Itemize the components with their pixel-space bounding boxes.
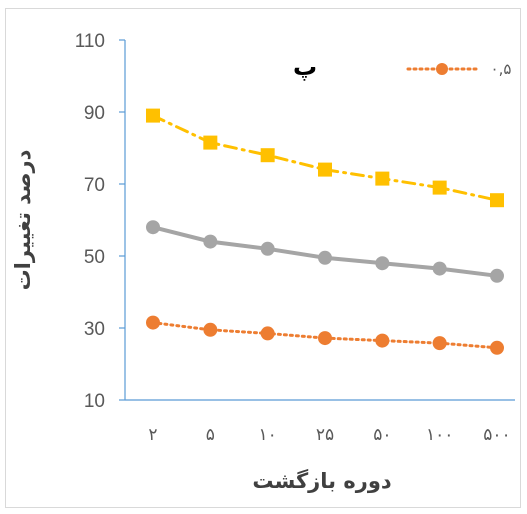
data-point [203, 234, 218, 249]
y-tick-label: 50 [84, 247, 105, 268]
legend: ۰,۵ [406, 60, 512, 78]
data-point [490, 268, 504, 283]
data-point [432, 261, 447, 276]
series-2 [146, 108, 504, 208]
data-point [375, 171, 390, 186]
x-axis: ۲ ۵ ۱۰ ۲۵ ۵۰ ۱۰۰ ۵۰۰ [125, 399, 515, 445]
x-tick-label: ۱۰ [259, 425, 277, 445]
y-tick-label: 70 [84, 175, 105, 196]
data-point [146, 108, 160, 123]
series-layer [146, 108, 504, 355]
y-axis: 10 30 50 70 90 110 [75, 31, 126, 412]
series-0 [146, 315, 504, 355]
data-point [375, 256, 390, 271]
data-point [490, 340, 504, 355]
y-axis-title: درصد تغییرات [11, 149, 35, 290]
data-point [260, 241, 275, 256]
y-tick-label: 10 [84, 391, 105, 412]
x-tick-label: ۵۰ [373, 425, 391, 445]
y-tick-label: 30 [84, 319, 105, 340]
panel-label: پ [293, 53, 317, 81]
series-1 [146, 220, 504, 283]
y-tick-label: 90 [84, 103, 105, 124]
data-point [432, 336, 447, 351]
x-tick-label: ۱۰۰ [426, 425, 453, 445]
x-tick-label: ۲ [148, 425, 157, 445]
data-point [146, 315, 160, 330]
chart-frame [5, 8, 521, 508]
data-point [203, 135, 218, 150]
data-point [318, 250, 332, 265]
data-point [375, 333, 390, 348]
data-point [260, 148, 275, 163]
data-point [146, 220, 160, 235]
data-point [260, 326, 275, 341]
x-tick-label: ۵۰۰ [483, 425, 510, 445]
data-point [432, 180, 447, 195]
legend-label: ۰,۵ [491, 60, 512, 78]
data-point [203, 322, 218, 337]
x-tick-label: ۵ [206, 425, 215, 445]
data-point [318, 162, 332, 177]
y-tick-label: 110 [75, 31, 105, 52]
legend-marker [436, 63, 448, 75]
data-point [490, 193, 504, 208]
x-tick-label: ۲۵ [316, 425, 334, 445]
data-point [318, 331, 332, 346]
x-axis-title: دوره بازگشت [252, 468, 392, 493]
